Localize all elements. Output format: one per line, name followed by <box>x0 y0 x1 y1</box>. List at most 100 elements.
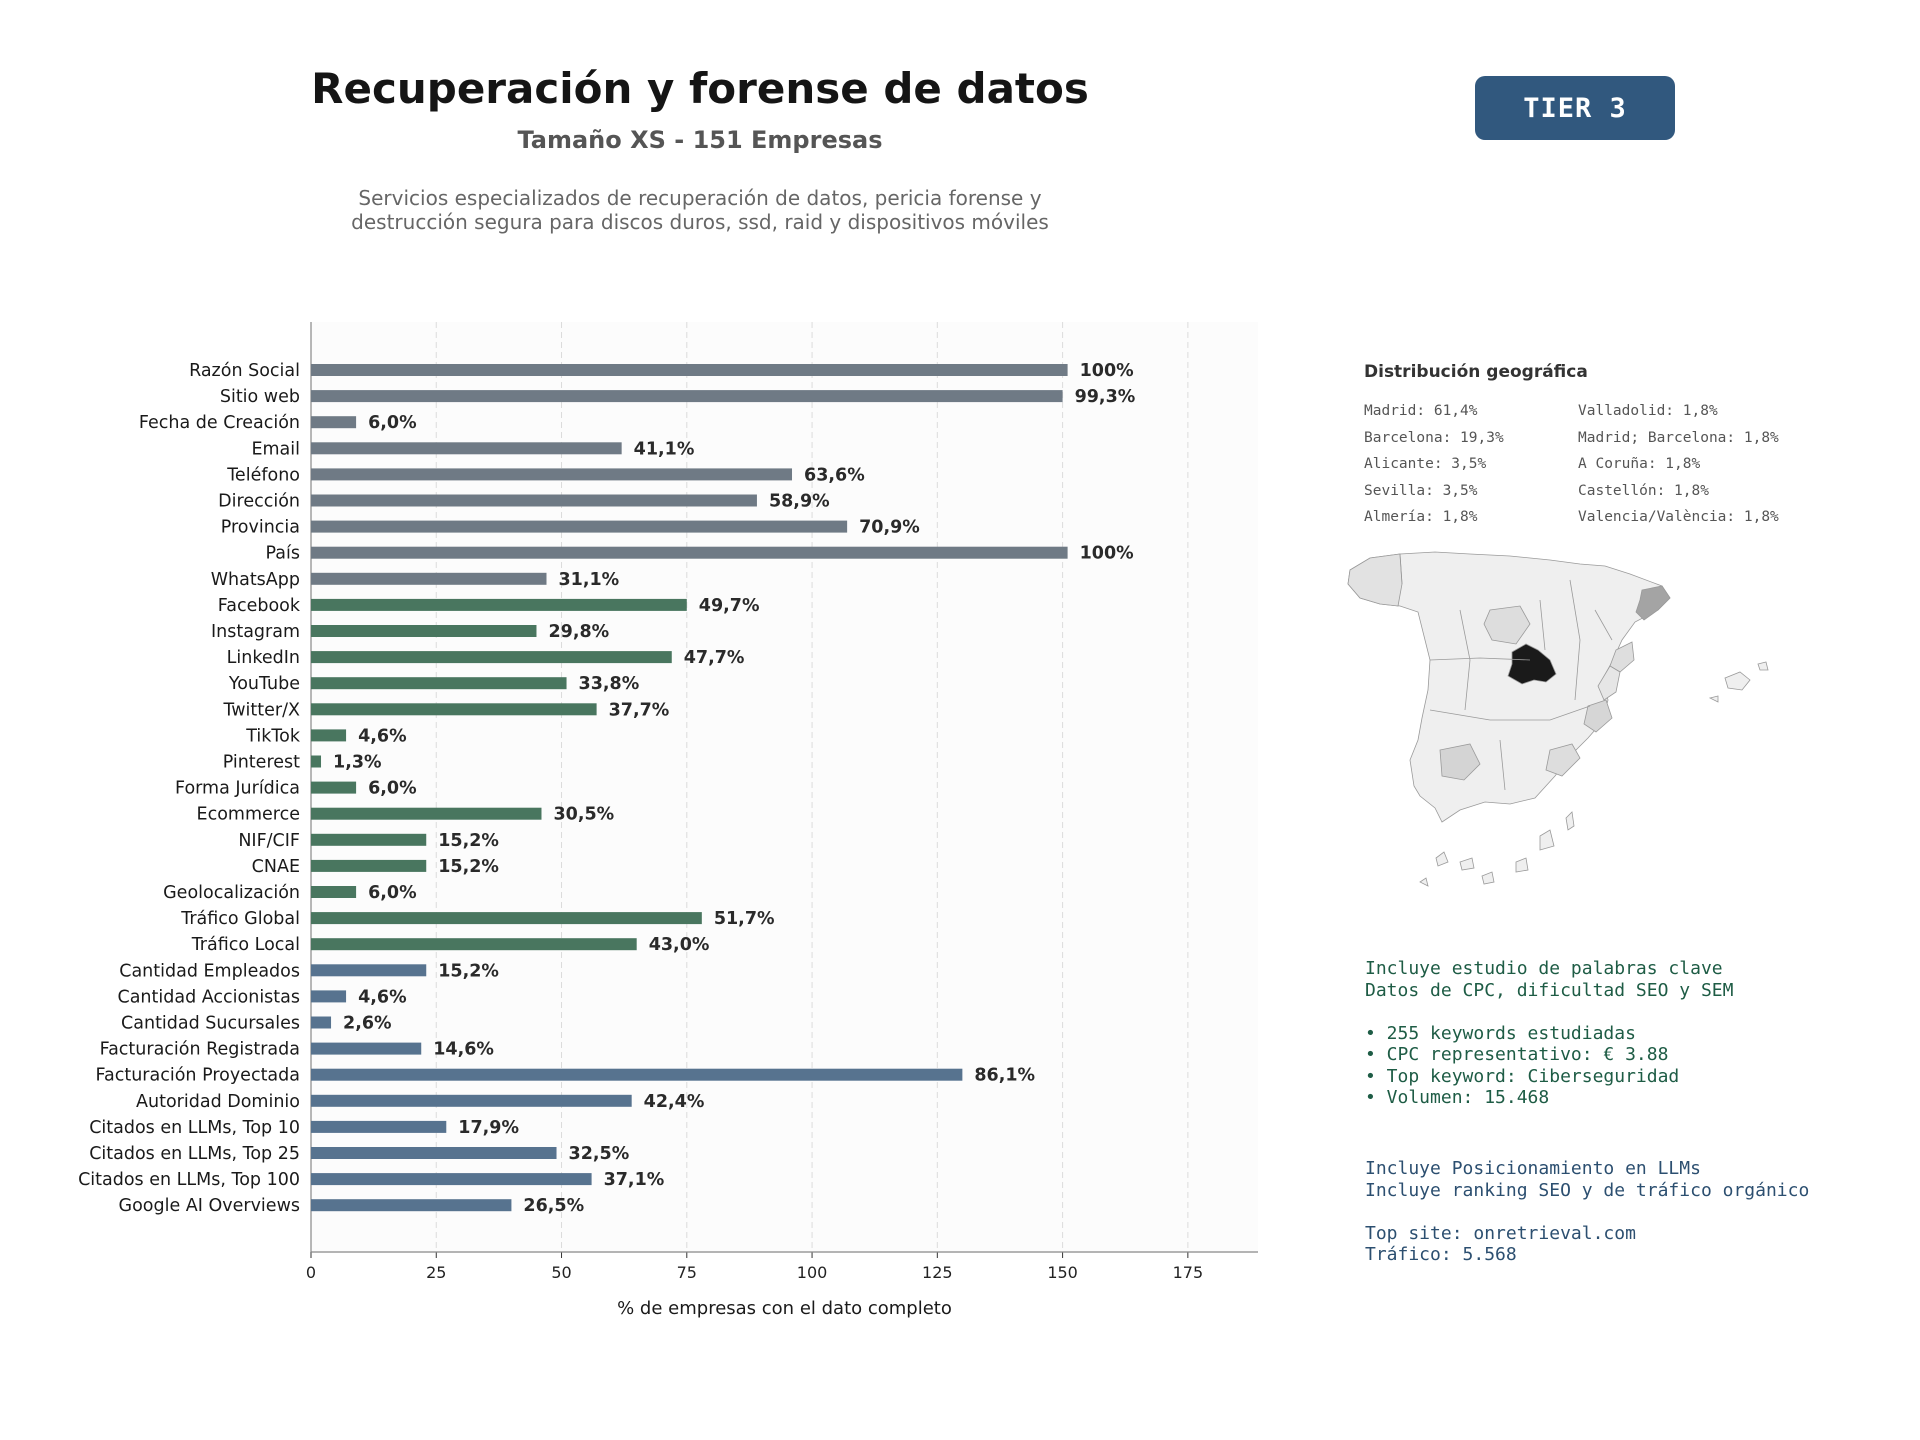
x-tick-label: 25 <box>426 1263 446 1282</box>
bar <box>311 1120 447 1133</box>
data-label: 41,1% <box>634 439 695 459</box>
page-subtitle: Tamaño XS - 151 Empresas <box>517 126 883 154</box>
y-tick-label: País <box>266 544 300 564</box>
y-tick-label: Ecommerce <box>197 805 300 825</box>
y-tick-label: Facebook <box>218 596 301 616</box>
data-label: 33,8% <box>579 674 640 694</box>
description-line-2: destrucción segura para discos duros, ss… <box>351 210 1049 234</box>
y-tick-label: Facturación Proyectada <box>96 1066 300 1086</box>
y-tick-label: TikTok <box>245 726 301 746</box>
keywords-block: Incluye estudio de palabras clave Datos … <box>1365 958 1733 1109</box>
bar <box>311 1199 512 1212</box>
geo-list: Madrid: 61,4% Valladolid: 1,8% Barcelona… <box>1364 398 1844 531</box>
keywords-line-2: Datos de CPC, dificultad SEO y SEM <box>1365 979 1734 1001</box>
map-region-castellon <box>1609 641 1635 673</box>
y-tick-label: Sitio web <box>220 387 300 407</box>
geo-item: Madrid: 61,4% <box>1364 403 1478 419</box>
data-label: 49,7% <box>699 596 760 616</box>
x-tick-label: 150 <box>1047 1263 1078 1282</box>
bar <box>311 807 542 820</box>
bar <box>311 729 347 742</box>
data-label: 1,3% <box>333 753 382 773</box>
keywords-line-1: Incluye estudio de palabras clave <box>1365 958 1723 979</box>
bar <box>311 598 687 611</box>
y-tick-label: CNAE <box>252 857 300 877</box>
y-tick-label: Dirección <box>218 492 300 512</box>
map-internal-borders <box>1399 553 1613 791</box>
y-tick-label: Instagram <box>211 622 300 642</box>
page-title: Recuperación y forense de datos <box>311 64 1089 113</box>
data-label: 70,9% <box>859 518 920 538</box>
data-label: 17,9% <box>458 1118 519 1138</box>
y-tick-label: Cantidad Sucursales <box>121 1014 300 1034</box>
y-tick-label: LinkedIn <box>227 648 300 668</box>
x-tick-label: 100 <box>797 1263 828 1282</box>
description-line-1: Servicios especializados de recuperación… <box>358 186 1042 210</box>
data-label: 99,3% <box>1075 387 1136 407</box>
bar <box>311 651 672 664</box>
llm-traffic: Tráfico: 5.568 <box>1365 1244 1517 1265</box>
tier-badge: TIER 3 <box>1475 76 1675 140</box>
data-label: 6,0% <box>368 883 417 903</box>
data-label: 6,0% <box>368 779 417 799</box>
data-label: 4,6% <box>358 987 407 1007</box>
x-tick-label: 125 <box>922 1263 953 1282</box>
y-tick-label: Autoridad Dominio <box>136 1092 300 1112</box>
data-label: 30,5% <box>553 805 614 825</box>
geo-item: Madrid; Barcelona: 1,8% <box>1578 429 1779 446</box>
llm-line-2: Incluye ranking SEO y de tráfico orgánic… <box>1365 1179 1810 1201</box>
map-region-madrid <box>1507 643 1557 685</box>
y-tick-label: Provincia <box>221 518 300 538</box>
map-region-valencia <box>1597 665 1621 701</box>
x-tick-label: 0 <box>306 1263 316 1282</box>
bar <box>311 1094 632 1107</box>
keywords-bullet-top: • Top keyword: Ciberseguridad <box>1365 1065 1680 1087</box>
bar <box>311 1068 963 1081</box>
bar <box>311 546 1068 559</box>
y-tick-label: Forma Jurídica <box>175 779 300 799</box>
y-tick-label: WhatsApp <box>211 570 300 590</box>
y-tick-label: Citados en LLMs, Top 25 <box>89 1144 300 1164</box>
data-label: 58,9% <box>769 492 830 512</box>
y-tick-label: Twitter/X <box>222 700 300 720</box>
data-label: 31,1% <box>558 570 619 590</box>
data-label: 42,4% <box>644 1092 705 1112</box>
y-tick-label: NIF/CIF <box>238 831 300 851</box>
data-label: 29,8% <box>548 622 609 642</box>
geo-item: Sevilla: 3,5% <box>1364 482 1478 499</box>
keywords-bullet-cpc: • CPC representativo: € 3.88 <box>1365 1044 1669 1065</box>
y-tick-label: Facturación Registrada <box>100 1040 300 1060</box>
bar <box>311 494 757 507</box>
data-label: 63,6% <box>804 465 865 485</box>
geo-item: Almería: 1,8% <box>1364 509 1478 525</box>
bar <box>311 938 637 951</box>
map-region-canarias <box>1419 811 1575 887</box>
bar-chart: 0 25 50 75 100 125 150 175 Razón Social 100% Sitio… <box>78 322 1258 1319</box>
data-label: 43,0% <box>649 935 710 955</box>
map-region-baleares <box>1708 661 1769 703</box>
geo-item: Barcelona: 19,3% <box>1364 429 1504 446</box>
llm-line-1: Incluye Posicionamiento en LLMs <box>1365 1158 1701 1179</box>
bar <box>311 990 347 1003</box>
data-label: 26,5% <box>523 1196 584 1216</box>
y-tick-label: Teléfono <box>226 465 300 485</box>
map-region-alicante <box>1583 699 1613 733</box>
data-label: 100% <box>1080 544 1134 564</box>
data-label: 14,6% <box>433 1040 494 1060</box>
keywords-bullet-count: • 255 keywords estudiadas <box>1365 1022 1636 1044</box>
data-label: 86,1% <box>974 1066 1035 1086</box>
map-region-valladolid <box>1483 605 1531 645</box>
bar <box>311 625 537 637</box>
y-tick-label: Citados en LLMs, Top 10 <box>89 1118 300 1138</box>
geo-item: A Coruña: 1,8% <box>1578 456 1701 472</box>
y-tick-label: Geolocalización <box>163 883 300 903</box>
bar <box>311 390 1063 403</box>
map-region-barcelona <box>1635 585 1671 621</box>
bar <box>311 677 567 690</box>
page-description: Servicios especializados de recuperación… <box>250 186 1150 234</box>
map-region-almeria <box>1545 743 1581 777</box>
y-tick-label: Email <box>251 439 300 459</box>
y-tick-label: Razón Social <box>189 361 300 381</box>
data-label: 4,6% <box>358 726 407 746</box>
y-tick-label: Citados en LLMs, Top 100 <box>78 1170 300 1190</box>
